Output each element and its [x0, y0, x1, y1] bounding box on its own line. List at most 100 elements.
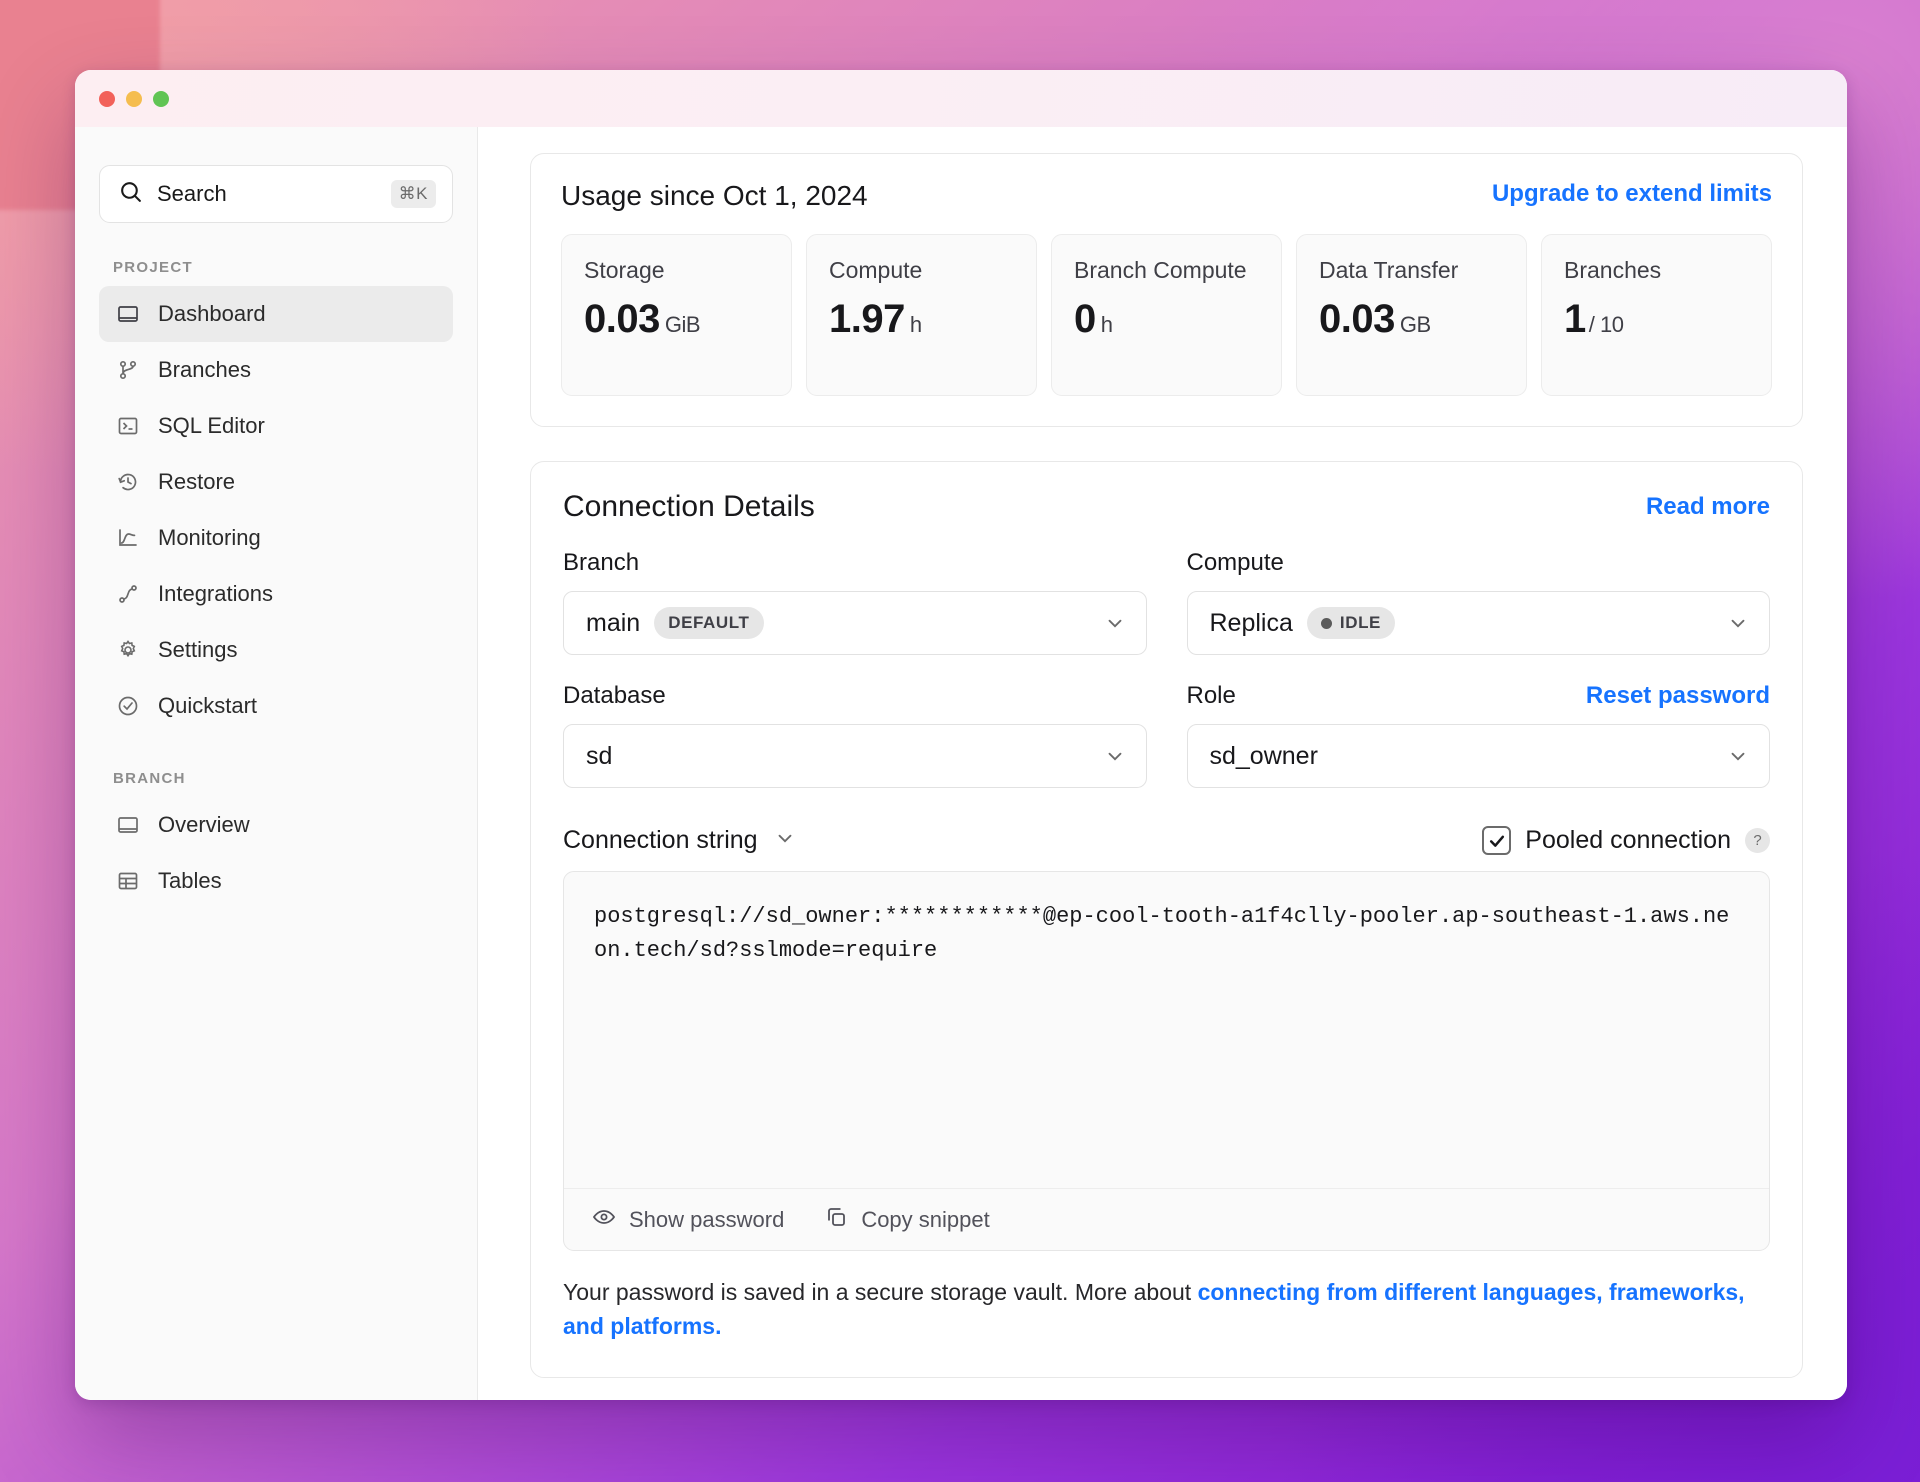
status-dot-icon — [1320, 617, 1332, 629]
integrations-icon — [115, 581, 141, 607]
show-password-label: Show password — [629, 1206, 785, 1232]
footnote-text: Your password is saved in a secure stora… — [563, 1279, 1198, 1305]
sidebar-item-label: Overview — [158, 812, 250, 837]
sidebar-item-label: Dashboard — [158, 301, 266, 326]
chevron-down-icon — [774, 827, 796, 854]
role-select[interactable]: sd_owner — [1186, 724, 1770, 788]
footnote-link[interactable]: connecting from different languages, fra… — [563, 1279, 1745, 1340]
sidebar-item-integrations[interactable]: Integrations — [99, 566, 453, 622]
metric-value: 1.97 — [829, 297, 905, 342]
compute-value: Replica — [1209, 608, 1293, 637]
sql-editor-icon — [115, 413, 141, 439]
sidebar-item-monitoring[interactable]: Monitoring — [99, 510, 453, 566]
metric-value: 0.03 — [1319, 297, 1395, 342]
metric-label: Compute — [829, 257, 923, 283]
database-select[interactable]: sd — [563, 724, 1147, 788]
sidebar-item-settings[interactable]: Settings — [99, 622, 453, 678]
branch-field: Branch main DEFAULT — [563, 546, 1147, 655]
copy-snippet-label: Copy snippet — [861, 1206, 990, 1232]
search-input[interactable]: Search ⌘K — [99, 165, 453, 223]
search-icon — [118, 179, 143, 209]
sidebar-item-label: Settings — [158, 637, 238, 662]
sidebar-item-label: Restore — [158, 469, 236, 494]
sidebar-item-label: Branches — [158, 357, 251, 382]
overview-icon — [115, 812, 141, 838]
connection-string-box: postgresql://sd_owner:************@ep-co… — [563, 871, 1770, 1251]
sidebar-item-overview[interactable]: Overview — [99, 797, 453, 853]
monitoring-icon — [115, 525, 141, 551]
show-password-button[interactable]: Show password — [592, 1205, 784, 1235]
metric-unit: GB — [1399, 312, 1431, 338]
metric-value: 1 — [1564, 297, 1586, 342]
connection-string-dropdown[interactable]: Connection string — [563, 826, 796, 855]
copy-snippet-button[interactable]: Copy snippet — [824, 1205, 990, 1235]
metric-label: Storage — [584, 257, 665, 283]
database-value: sd — [586, 741, 613, 770]
metric-unit: h — [1100, 312, 1113, 338]
metric-data-transfer: Data Transfer 0.03 GB — [1296, 234, 1527, 396]
dashboard-icon — [115, 301, 141, 327]
connection-details-title: Connection Details — [563, 490, 815, 523]
chevron-down-icon — [1104, 612, 1126, 634]
sidebar-item-restore[interactable]: Restore — [99, 454, 453, 510]
quickstart-icon — [115, 693, 141, 719]
role-field: Role Reset password sd_owner — [1186, 679, 1770, 788]
usage-title: Usage since Oct 1, 2024 — [561, 180, 868, 211]
metric-unit: h — [909, 312, 922, 338]
branch-value: main — [586, 608, 641, 637]
compute-label: Compute — [1186, 549, 1284, 576]
metric-label: Branch Compute — [1074, 257, 1247, 283]
sidebar-item-branches[interactable]: Branches — [99, 342, 453, 398]
pooled-connection-checkbox[interactable] — [1482, 826, 1512, 855]
zoom-button[interactable] — [153, 90, 169, 107]
role-label: Role — [1186, 682, 1236, 709]
sidebar: Search ⌘K PROJECT Dashboard — [75, 127, 478, 1400]
metric-branches: Branches 1/ 10 — [1541, 234, 1772, 396]
sidebar-item-label: Integrations — [158, 581, 273, 606]
settings-icon — [115, 637, 141, 663]
metric-label: Branches — [1564, 257, 1662, 283]
compute-field: Compute Replica IDLE — [1186, 546, 1770, 655]
sidebar-item-label: Tables — [158, 868, 222, 893]
help-icon[interactable]: ? — [1745, 828, 1770, 853]
sidebar-item-label: Quickstart — [158, 693, 258, 718]
eye-icon — [592, 1205, 616, 1235]
pooled-connection-label: Pooled connection — [1525, 826, 1731, 854]
role-value: sd_owner — [1209, 741, 1318, 770]
connection-string-label: Connection string — [563, 826, 758, 854]
database-field: Database sd — [563, 679, 1147, 788]
metric-sub: / 10 — [1588, 312, 1624, 338]
metric-label: Data Transfer — [1319, 257, 1459, 283]
compute-select[interactable]: Replica IDLE — [1186, 591, 1770, 655]
usage-metrics: Storage 0.03 GiB Compute 1.97 h Branch Com… — [561, 234, 1772, 396]
chevron-down-icon — [1104, 745, 1126, 767]
main-content: Usage since Oct 1, 2024 Upgrade to exten… — [478, 127, 1847, 1400]
window-titlebar — [75, 70, 1847, 127]
metric-value: 0.03 — [584, 297, 660, 342]
metric-storage: Storage 0.03 GiB — [561, 234, 792, 396]
sidebar-item-label: SQL Editor — [158, 413, 265, 438]
minimize-button[interactable] — [126, 90, 142, 107]
upgrade-link[interactable]: Upgrade to extend limits — [1491, 180, 1772, 207]
sidebar-item-tables[interactable]: Tables — [99, 853, 453, 909]
branch-select[interactable]: main DEFAULT — [563, 591, 1147, 655]
branch-default-badge: DEFAULT — [654, 607, 764, 639]
branch-label: Branch — [563, 549, 640, 576]
sidebar-item-quickstart[interactable]: Quickstart — [99, 678, 453, 734]
reset-password-link[interactable]: Reset password — [1585, 682, 1770, 709]
compute-status-label: IDLE — [1339, 613, 1381, 632]
sidebar-group-label-branch: BRANCH — [113, 770, 186, 787]
sidebar-item-label: Monitoring — [158, 525, 261, 550]
sidebar-item-dashboard[interactable]: Dashboard — [99, 286, 453, 342]
branches-icon — [115, 357, 141, 383]
app-window: Search ⌘K PROJECT Dashboard — [75, 70, 1847, 1400]
chevron-down-icon — [1727, 612, 1749, 634]
connection-details-card: Connection Details Read more Branch main… — [530, 461, 1803, 1379]
password-footnote: Your password is saved in a secure stora… — [563, 1275, 1753, 1343]
sidebar-item-sql-editor[interactable]: SQL Editor — [99, 398, 453, 454]
metric-unit: GiB — [664, 312, 701, 338]
read-more-link[interactable]: Read more — [1645, 493, 1770, 520]
close-button[interactable] — [99, 90, 115, 107]
connection-string-value[interactable]: postgresql://sd_owner:************@ep-co… — [594, 904, 1730, 964]
